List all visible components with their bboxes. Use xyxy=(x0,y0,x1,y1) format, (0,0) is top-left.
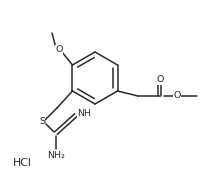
Text: O: O xyxy=(156,75,163,85)
Text: NH: NH xyxy=(77,110,90,119)
Text: NH₂: NH₂ xyxy=(47,150,65,159)
Text: HCl: HCl xyxy=(13,158,31,168)
Text: S: S xyxy=(39,117,45,127)
Text: O: O xyxy=(55,45,62,54)
Text: O: O xyxy=(173,92,180,100)
